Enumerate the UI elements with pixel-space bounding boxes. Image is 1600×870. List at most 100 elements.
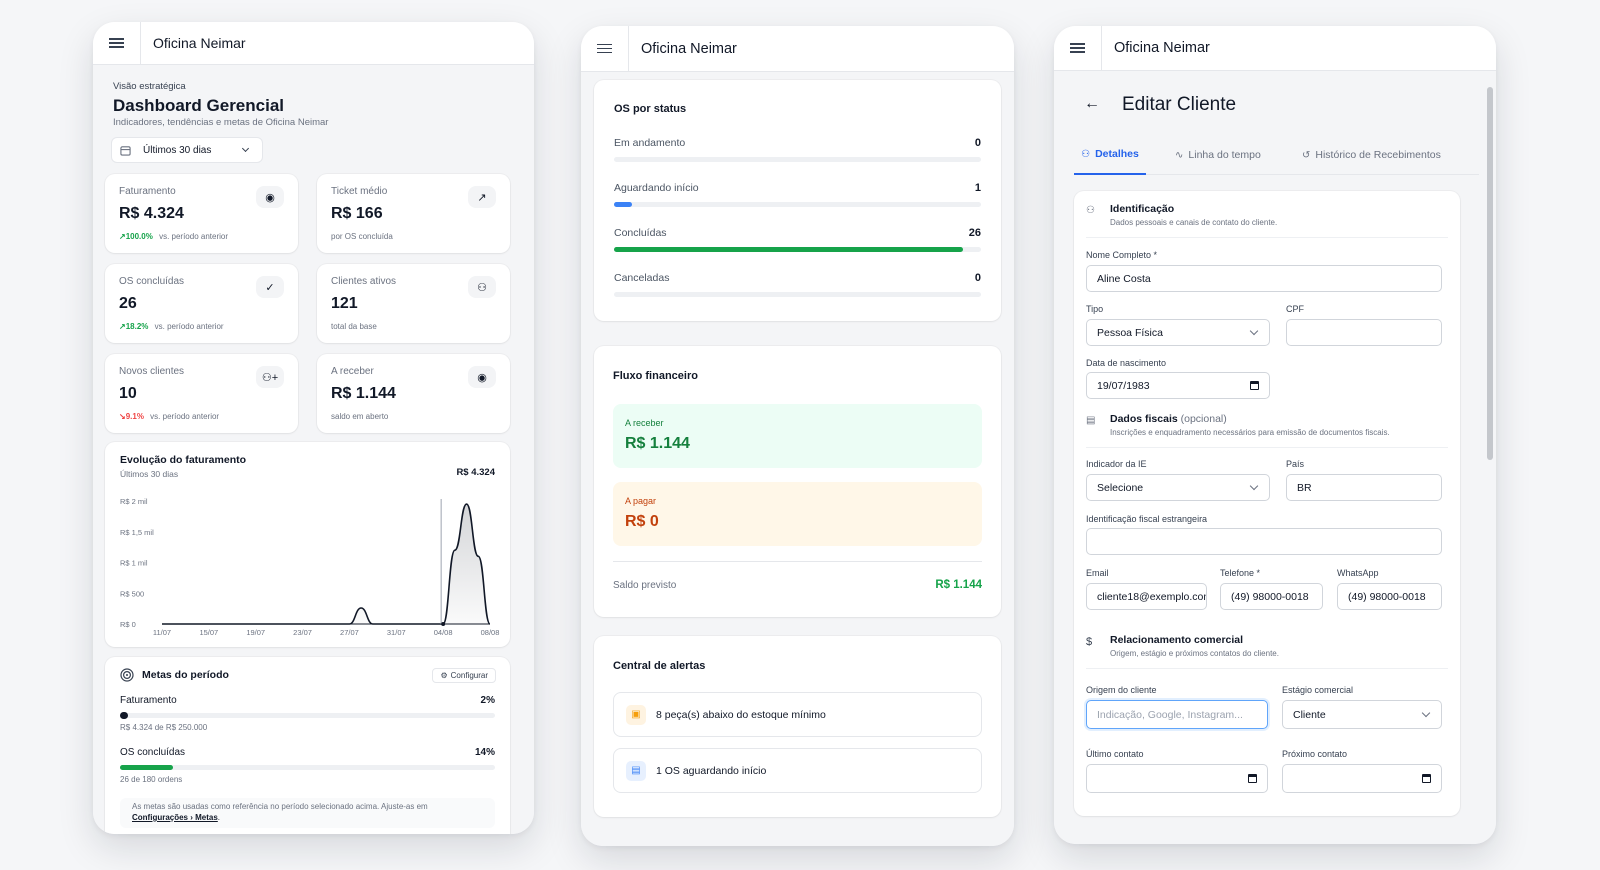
origin-input[interactable]: Indicação, Google, Instagram... [1086,700,1268,729]
divider [1086,668,1448,669]
divider [613,561,982,562]
edit-client-screen: Oficina Neimar ← Editar Cliente ⚇ Detalh… [1054,26,1496,844]
x-tick-label: 23/07 [293,628,312,637]
status-progress [614,157,981,162]
divider [1086,447,1448,448]
section-desc: Inscrições e enquadramento necessários p… [1110,428,1390,437]
origin-label: Origem do cliente [1086,685,1157,695]
tab-details[interactable]: ⚇ Detalhes [1074,135,1146,175]
section-title: Relacionamento comercial [1110,634,1244,646]
last-contact-field[interactable] [1086,764,1268,793]
birthdate-value: 19/07/1983 [1097,379,1150,392]
package-icon: ▣ [626,704,646,725]
status-label: Canceladas [614,272,670,284]
tab-receipts-label: Histórico de Recebimentos [1315,149,1441,161]
cpf-label: CPF [1286,304,1304,314]
menu-icon[interactable] [581,26,629,71]
divider [1086,237,1448,238]
status-progress [614,292,981,297]
kpi-label: Clientes ativos [331,276,397,287]
foreign-id-field[interactable] [1086,528,1442,555]
phone-label: Telefone * [1220,568,1261,578]
alerts-title: Central de alertas [613,660,706,672]
back-arrow-icon[interactable]: ← [1084,95,1100,112]
kpi-foot-text: saldo em aberto [331,412,389,421]
document-icon: ▤ [1086,415,1096,426]
kpi-foot: ↗100.0% vs. período anterior [119,232,228,241]
clipboard-icon: ▤ [626,760,646,781]
data-point[interactable] [441,622,446,626]
receivable-label: A receber [625,418,664,428]
phone-field[interactable]: (49) 98000-0018 [1220,583,1323,610]
cashflow-title: Fluxo financeiro [613,370,698,382]
kpi-label: Faturamento [119,186,176,197]
scrollbar[interactable] [1487,87,1493,460]
brand-name: Oficina Neimar [1114,40,1210,56]
status-progress [614,247,981,252]
page-subtitle: Indicadores, tendências e metas de Ofici… [113,117,329,128]
user-icon: ⚇ [1081,148,1091,160]
kpi-value: R$ 1.144 [331,385,396,402]
kpi-label: OS concluídas [119,276,185,287]
alert-item[interactable]: ▤ 1 OS aguardando início [613,748,982,793]
chevron-down-icon [1421,708,1431,718]
status-label: Concluídas [614,227,667,239]
brand-name: Oficina Neimar [641,40,737,57]
chevron-down-icon [241,144,250,153]
birthdate-field[interactable]: 19/07/1983 [1086,372,1270,399]
country-label: País [1286,459,1305,469]
kpi-label: Ticket médio [331,186,388,197]
menu-icon[interactable] [93,22,141,64]
kpi-foot: total da base [331,322,377,331]
email-label: Email [1086,568,1109,578]
kpi-label: Novos clientes [119,366,185,377]
kpi-card: Clientes ativos ⚇ 121 total da base [317,264,510,343]
kpi-foot: por OS concluída [331,232,393,241]
calendar-icon [1248,774,1257,783]
type-select[interactable]: Pessoa Física [1086,319,1270,346]
section-relationship: $ Relacionamento comercial Origem, estág… [1086,634,1279,658]
menu-icon[interactable] [1054,26,1102,70]
kpi-foot-text: total da base [331,322,377,331]
whatsapp-field[interactable]: (49) 98000-0018 [1337,583,1442,610]
cpf-field[interactable] [1286,319,1442,346]
receivable-box: A receber R$ 1.144 [613,404,982,468]
kpi-card: A receber ◉ R$ 1.144 saldo em aberto [317,354,510,433]
type-label: Tipo [1086,304,1104,314]
client-form-card: ⚇ Identificação Dados pessoais e canais … [1074,191,1460,816]
chart-title: Evolução do faturamento [120,454,247,466]
name-field[interactable]: Aline Costa [1086,265,1442,292]
goals-config-link[interactable]: Configurações › Metas [132,812,218,822]
sliders-icon: ⚙ [440,671,448,680]
y-tick-label: R$ 1,5 mil [120,528,154,537]
tab-receipts[interactable]: ↺ Histórico de Recebimentos [1302,135,1441,175]
period-select-value: Últimos 30 dias [143,144,212,156]
goals-card: Metas do período ⚙ Configurar Faturament… [105,657,510,834]
chart-total: R$ 4.324 [456,467,495,478]
period-select[interactable]: Últimos 30 dias [111,137,263,163]
name-label: Nome Completo * [1086,250,1158,260]
country-field[interactable]: BR [1286,474,1442,501]
tab-timeline[interactable]: ∿ Linha do tempo [1175,135,1261,175]
stage-select[interactable]: Cliente [1282,700,1442,729]
ie-select[interactable]: Selecione [1086,474,1270,501]
goal-progress-fill [120,765,173,770]
users-icon: ⚇ [468,276,496,298]
chevron-down-icon [1249,481,1259,491]
configure-button[interactable]: ⚙ Configurar [432,668,496,683]
status-label: Em andamento [614,137,686,149]
y-tick-label: R$ 1 mil [120,559,148,568]
goal-pct: 14% [474,747,495,758]
email-field[interactable]: cliente18@exemplo.com [1086,583,1207,610]
kpi-foot-text: vs. período anterior [159,232,229,241]
kpi-foot-text: vs. período anterior [150,412,220,421]
x-tick-label: 08/08 [481,628,500,637]
alert-item[interactable]: ▣ 8 peça(s) abaixo do estoque mínimo [613,692,982,737]
origin-placeholder: Indicação, Google, Instagram... [1097,708,1243,721]
kpi-delta: ↗100.0% [119,232,153,241]
next-contact-field[interactable] [1282,764,1442,793]
payable-box: A pagar R$ 0 [613,482,982,546]
status-progress-fill [614,247,963,252]
kpi-foot: ↘9.1% vs. período anterior [119,412,219,421]
alert-text: 1 OS aguardando início [656,764,767,777]
